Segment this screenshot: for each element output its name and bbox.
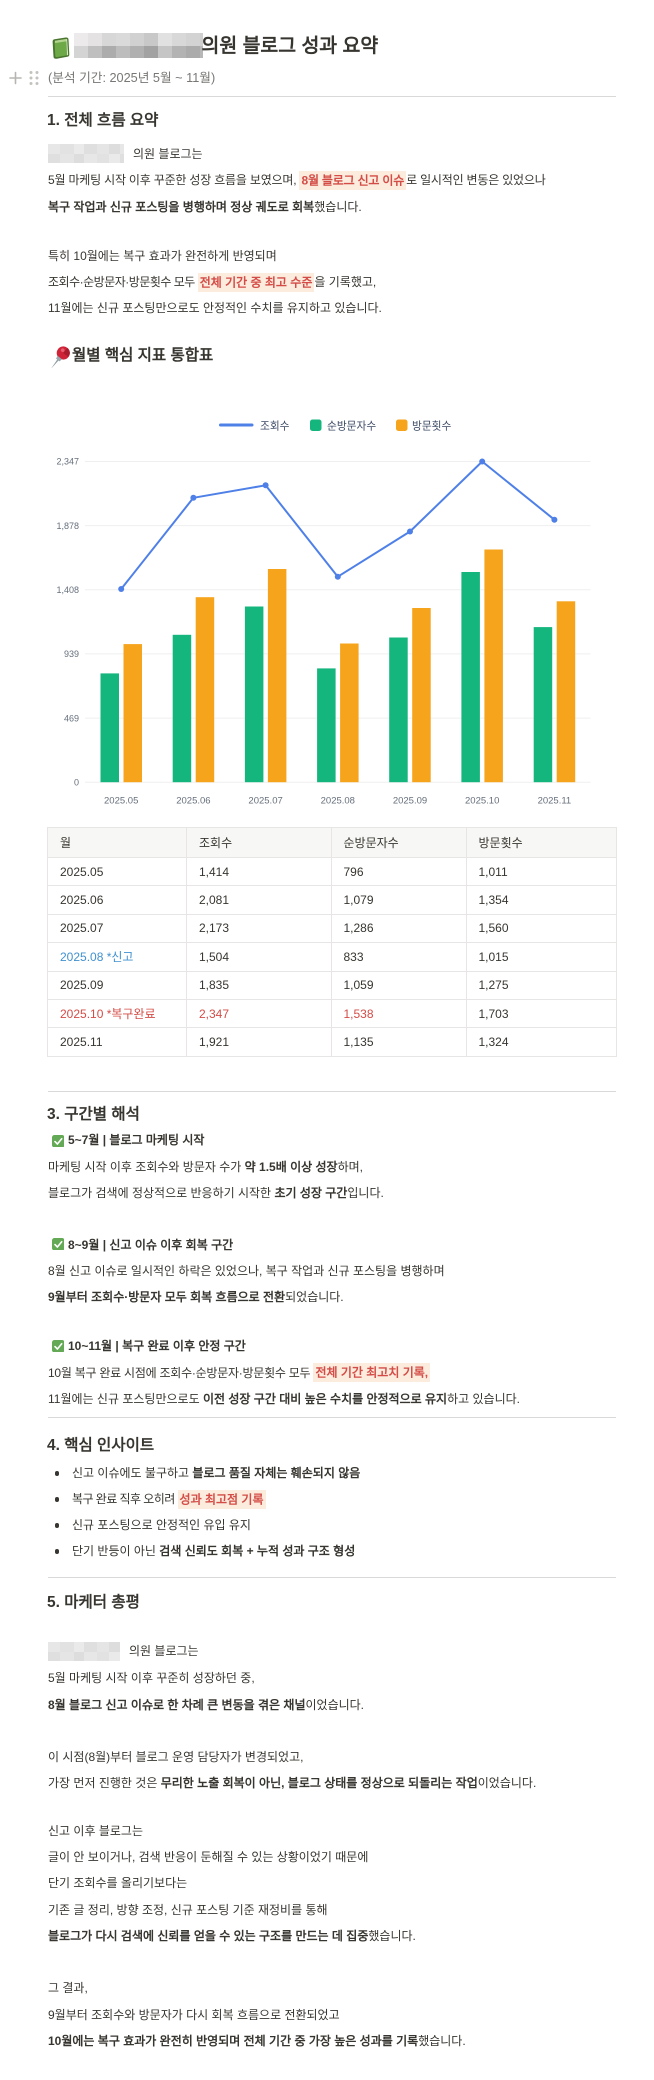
svg-text:1,878: 1,878	[56, 521, 79, 531]
svg-text:2025.07: 2025.07	[248, 796, 282, 807]
svg-text:조회수: 조회수	[260, 421, 290, 433]
svg-text:0: 0	[74, 777, 79, 787]
svg-text:2025.08: 2025.08	[321, 796, 355, 807]
svg-text:방문횟수: 방문횟수	[412, 421, 451, 433]
svg-text:1,408: 1,408	[56, 585, 79, 595]
svg-text:2025.09: 2025.09	[393, 796, 427, 807]
svg-text:2025.05: 2025.05	[104, 796, 138, 807]
svg-text:2025.10: 2025.10	[465, 796, 499, 807]
svg-text:2025.11: 2025.11	[538, 796, 572, 807]
svg-text:2025.06: 2025.06	[176, 796, 210, 807]
svg-text:순방문자수: 순방문자수	[327, 421, 376, 433]
svg-text:469: 469	[64, 713, 79, 723]
svg-text:2,347: 2,347	[56, 457, 79, 467]
svg-text:939: 939	[64, 649, 79, 659]
